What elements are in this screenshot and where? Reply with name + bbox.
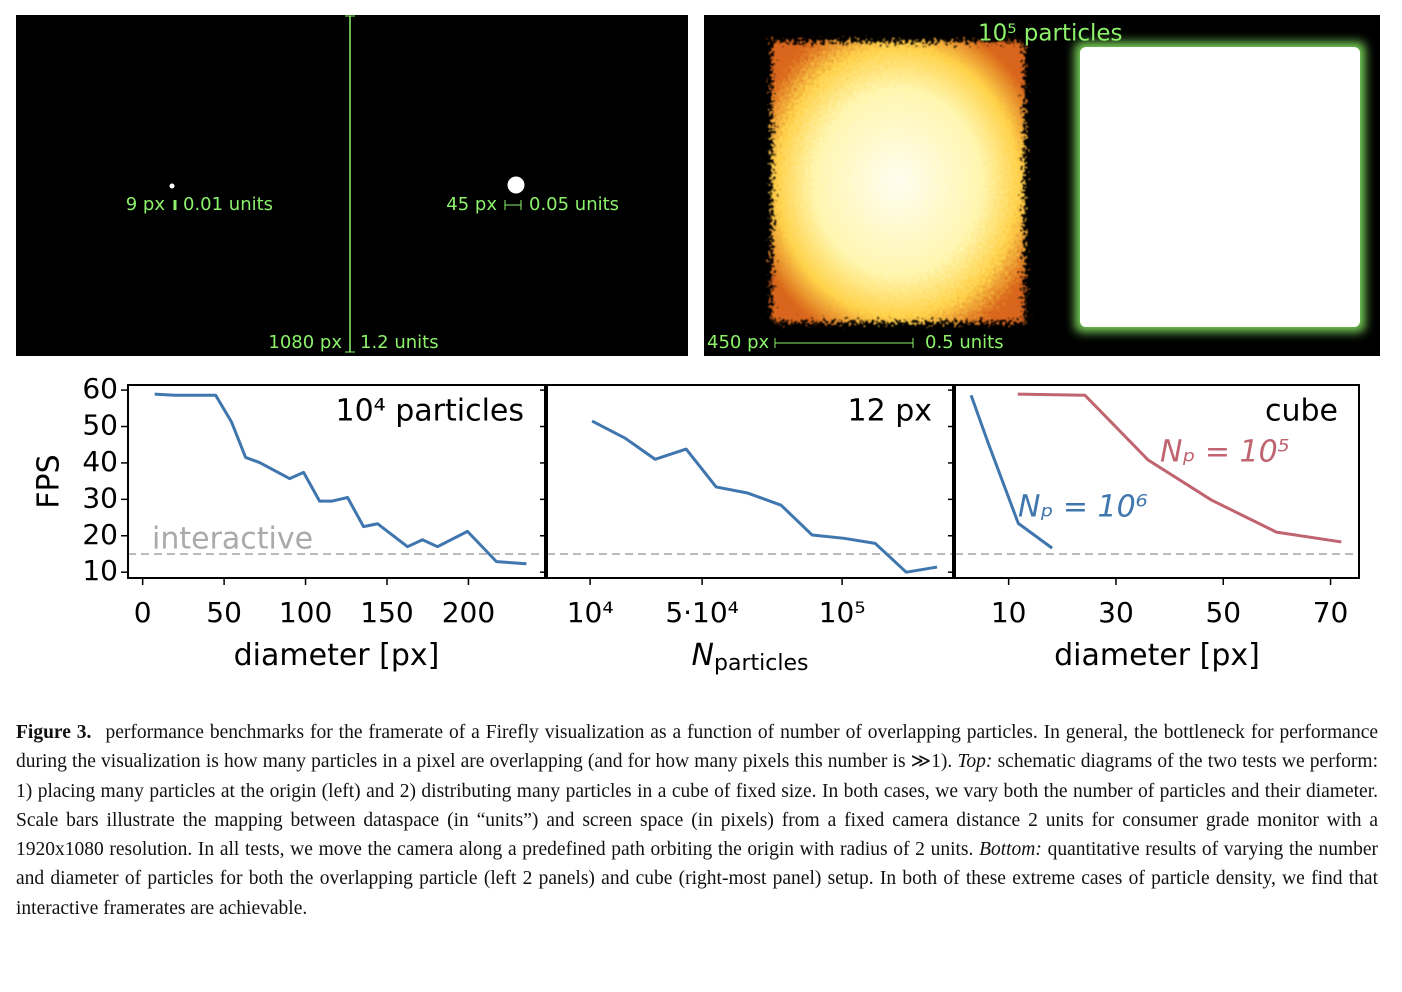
label: 1080 px xyxy=(268,332,342,353)
x-tick-label: 200 xyxy=(442,596,495,629)
y-axis-label: FPS xyxy=(32,454,67,508)
caption-label: Figure 3. xyxy=(16,722,92,743)
data-line xyxy=(969,394,1053,550)
label: 0.01 units xyxy=(183,194,273,215)
x-tick-label: 10⁴ xyxy=(567,596,614,629)
data-line xyxy=(154,392,527,566)
x-axis-label-main: diameter [px] xyxy=(1054,638,1260,673)
x-axis-label-sub: particles xyxy=(714,651,808,676)
data-line xyxy=(591,419,938,574)
x-tick-label: 30 xyxy=(1098,596,1134,629)
particle-cube xyxy=(772,42,1024,322)
label: 45 px xyxy=(446,194,497,215)
plot-frame xyxy=(954,384,1360,579)
y-tick-label: 60 xyxy=(82,372,118,405)
plot-frame xyxy=(127,384,546,579)
caption-text: Top: xyxy=(957,751,993,773)
x-tick-label: 10⁵ xyxy=(819,596,866,629)
x-axis-label: diameter [px] xyxy=(234,638,440,673)
label: 1.2 units xyxy=(360,332,439,353)
x-tick-label: 0 xyxy=(134,596,152,629)
caption-text: quantitative results of varying the numb… xyxy=(16,839,1379,919)
x-axis-label: Nparticles xyxy=(692,638,809,677)
x-axis-label-main: diameter [px] xyxy=(234,638,440,673)
label: 0.5 units xyxy=(925,332,1004,353)
x-tick-label: 100 xyxy=(279,596,332,629)
scale-bar xyxy=(504,200,522,210)
saturated-cube xyxy=(1080,47,1360,327)
series-label: Nₚ = 10⁵ xyxy=(1160,435,1290,470)
y-tick-label: 40 xyxy=(82,445,118,478)
label: 9 px xyxy=(126,194,166,215)
panel-annotation: 10⁴ particles xyxy=(335,394,524,429)
x-axis-label-main: N xyxy=(692,638,714,673)
y-tick-label: 30 xyxy=(82,481,118,514)
label: 0.05 units xyxy=(529,194,619,215)
left-render xyxy=(16,15,688,356)
x-tick-label: 50 xyxy=(206,596,242,629)
threshold-label: interactive xyxy=(152,522,313,557)
x-axis-label: diameter [px] xyxy=(1054,638,1260,673)
x-tick-label: 70 xyxy=(1313,596,1349,629)
small-particle xyxy=(169,183,175,189)
x-tick-label: 150 xyxy=(360,596,413,629)
large-particle xyxy=(507,176,525,194)
plot-frame xyxy=(546,384,954,579)
caption: Figure 3. performance benchmarks for the … xyxy=(16,718,1378,923)
x-tick-label: 10 xyxy=(991,596,1027,629)
caption-text: Bottom: xyxy=(979,839,1042,861)
panel-annotation: 12 px xyxy=(847,394,932,429)
label: 450 px xyxy=(707,332,770,353)
figure: 9 px 0.01 units 45 px 0.05 units 1080 px… xyxy=(16,15,1380,677)
caption-text: schematic diagrams of the two tests we p… xyxy=(16,751,1379,861)
x-tick-label: 5·10⁴ xyxy=(665,596,739,629)
data-line xyxy=(1017,392,1342,544)
panel-annotation: cube xyxy=(1265,394,1338,429)
y-tick-label: 20 xyxy=(82,518,118,551)
y-tick-label: 10 xyxy=(82,554,118,587)
y-tick-label: 50 xyxy=(82,409,118,442)
series-label: Nₚ = 10⁶ xyxy=(1018,490,1148,525)
scale-bar xyxy=(774,338,914,348)
x-tick-label: 50 xyxy=(1205,596,1241,629)
label: 10⁵ particles xyxy=(978,21,1123,47)
caption-text: performance benchmarks for the framerate… xyxy=(16,722,1379,773)
